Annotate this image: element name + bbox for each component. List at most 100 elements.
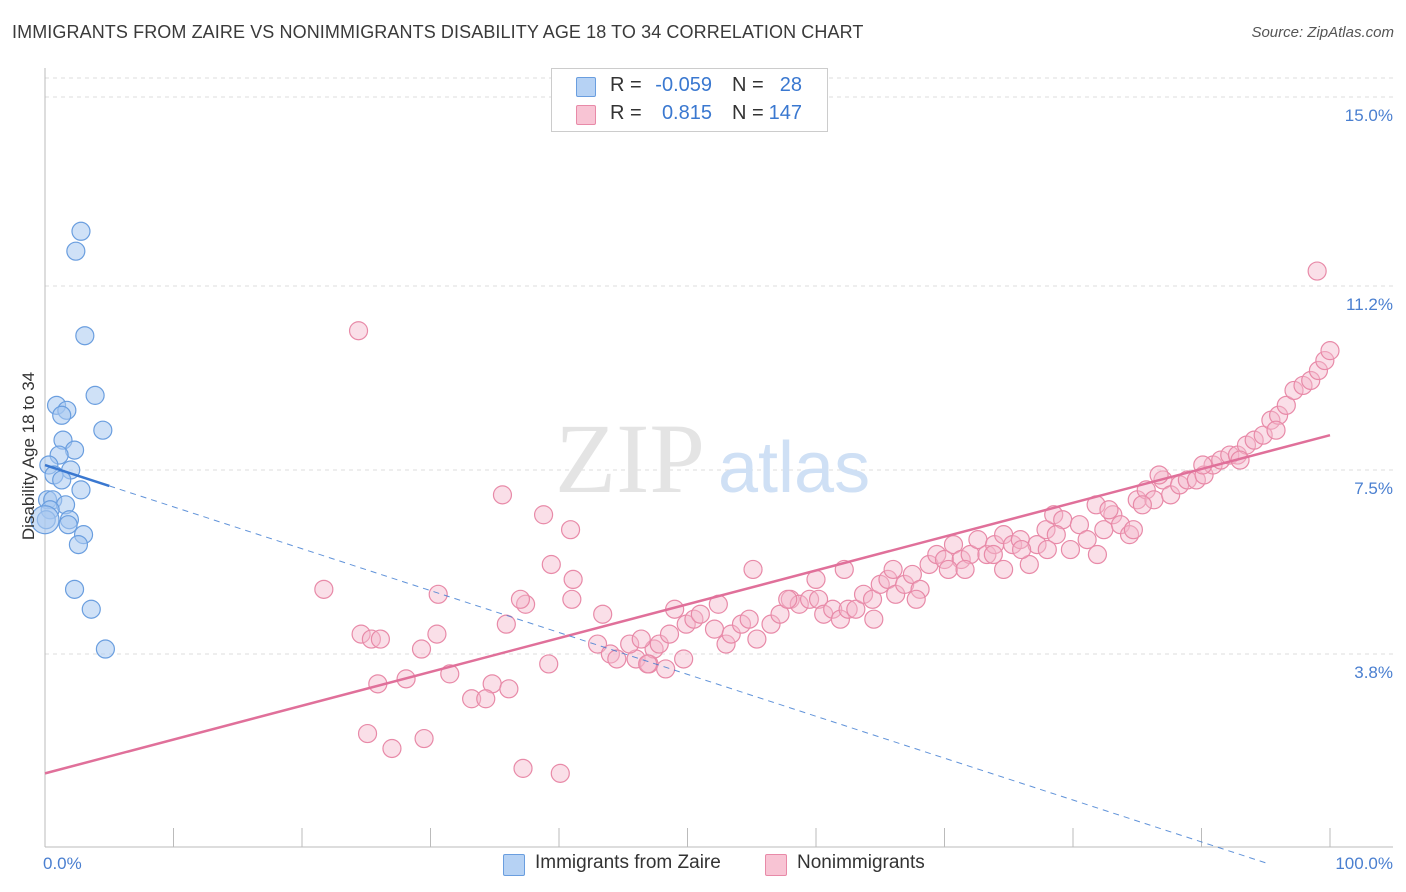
legend-r-value: -0.059 bbox=[655, 74, 712, 96]
nonimmigrant-point bbox=[862, 589, 883, 609]
legend-n-label: N = bbox=[732, 74, 764, 96]
y-tick-label: 3.8% bbox=[1354, 663, 1393, 682]
legend-n-value: 28 bbox=[779, 74, 802, 96]
nonimmigrant-point bbox=[541, 554, 561, 575]
nonimmigrant-point bbox=[414, 728, 434, 749]
y-tick-labels: 3.8% 7.5% 11.2% 15.0% bbox=[1345, 106, 1393, 682]
nonimmigrant-point bbox=[351, 624, 371, 644]
nonimmigrant-point bbox=[934, 549, 955, 570]
series-label-zaire: Immigrants from Zaire bbox=[535, 852, 721, 873]
x-tick-label: 100.0% bbox=[1335, 854, 1393, 873]
nonimmigrant-point bbox=[411, 639, 432, 659]
nonimmigrant-point bbox=[1046, 525, 1066, 545]
zaire-point bbox=[85, 385, 105, 405]
nonimmigrant-point bbox=[1244, 430, 1264, 450]
nonimmigrant-point bbox=[838, 599, 858, 619]
legend-r-value: 0.815 bbox=[661, 102, 712, 124]
nonimmigrant-point bbox=[1027, 534, 1047, 555]
nonimmigrant-point bbox=[1037, 539, 1057, 560]
nonimmigrant-point bbox=[563, 569, 583, 590]
nonimmigrant-point bbox=[1284, 380, 1304, 401]
nonimmigrant-point bbox=[348, 321, 369, 341]
nonimmigrants-points bbox=[314, 261, 1340, 783]
nonimmigrant-point bbox=[533, 505, 554, 525]
nonimmigrant-point bbox=[1060, 539, 1081, 560]
nonimmigrant-point bbox=[704, 619, 725, 639]
nonimmigrant-point bbox=[1087, 544, 1108, 565]
nonimmigrant-point bbox=[846, 599, 866, 619]
zaire-point bbox=[71, 221, 91, 241]
nonimmigrant-point bbox=[510, 589, 531, 609]
nonimmigrant-point bbox=[314, 579, 334, 599]
nonimmigrant-point bbox=[960, 544, 980, 565]
series-label-nonimmigrants: Nonimmigrants bbox=[797, 852, 925, 873]
zaire-point bbox=[52, 405, 72, 425]
nonimmigrant-point bbox=[607, 649, 627, 669]
nonimmigrants-trend-line bbox=[44, 433, 1331, 775]
zaire-point bbox=[75, 326, 95, 346]
nonimmigrant-point bbox=[1320, 341, 1340, 361]
nonimmigrant-point bbox=[476, 689, 496, 709]
y-tick-label: 15.0% bbox=[1345, 106, 1393, 125]
chart-title: IMMIGRANTS FROM ZAIRE VS NONIMMIGRANTS D… bbox=[12, 22, 864, 42]
zaire-trend-extension bbox=[109, 485, 1266, 864]
nonimmigrant-point bbox=[1077, 530, 1097, 550]
nonimmigrant-point bbox=[830, 609, 851, 629]
nonimmigrant-point bbox=[983, 544, 1003, 565]
nonimmigrant-point bbox=[1099, 500, 1119, 520]
gridlines bbox=[45, 77, 1393, 655]
nonimmigrant-point bbox=[1301, 370, 1321, 391]
nonimmigrant-point bbox=[1069, 515, 1090, 535]
nonimmigrant-point bbox=[382, 738, 402, 759]
nonimmigrant-point bbox=[895, 574, 915, 594]
zaire-point bbox=[58, 515, 78, 535]
legend-swatch-pink bbox=[576, 105, 596, 125]
nonimmigrant-point bbox=[462, 689, 482, 709]
nonimmigrant-point bbox=[674, 649, 694, 669]
x-tick-label: 0.0% bbox=[43, 854, 82, 873]
legend-row-nonimmigrants: R = 0.815 N = 147 bbox=[552, 99, 827, 129]
nonimmigrant-point bbox=[823, 599, 843, 619]
nonimmigrant-point bbox=[690, 604, 710, 624]
nonimmigrant-point bbox=[743, 559, 763, 580]
nonimmigrant-point bbox=[721, 624, 741, 644]
nonimmigrant-point bbox=[440, 664, 460, 684]
watermark-zip: ZIP bbox=[555, 403, 705, 514]
zaire-point bbox=[93, 420, 113, 440]
nonimmigrant-point bbox=[716, 634, 736, 654]
nonimmigrant-point bbox=[550, 763, 570, 783]
nonimmigrant-point bbox=[593, 604, 613, 624]
nonimmigrant-point bbox=[684, 609, 704, 629]
nonimmigrant-point bbox=[1253, 425, 1273, 445]
nonimmigrant-point bbox=[1266, 420, 1286, 440]
nonimmigrant-point bbox=[370, 629, 390, 649]
nonimmigrant-point bbox=[977, 544, 997, 565]
legend-swatch-blue bbox=[576, 77, 596, 97]
y-tick-label: 11.2% bbox=[1346, 295, 1393, 314]
nonimmigrant-point bbox=[938, 559, 958, 580]
y-tick-label: 7.5% bbox=[1354, 479, 1393, 498]
nonimmigrant-point bbox=[747, 629, 767, 649]
nonimmigrant-point bbox=[428, 584, 448, 604]
source-label: Source: ZipAtlas.com bbox=[1251, 24, 1394, 41]
zaire-point bbox=[68, 534, 89, 555]
nonimmigrant-point bbox=[649, 634, 669, 654]
nonimmigrant-point bbox=[919, 554, 939, 575]
watermark-atlas: atlas bbox=[718, 428, 870, 508]
legend-n-label: N = bbox=[732, 102, 764, 124]
nonimmigrant-point bbox=[910, 579, 930, 599]
legend-r-label: R = bbox=[610, 102, 642, 124]
nonimmigrant-point bbox=[1276, 395, 1296, 415]
nonimmigrant-point bbox=[778, 589, 798, 609]
trend-lines bbox=[44, 433, 1331, 864]
nonimmigrant-point bbox=[853, 584, 874, 604]
nonimmigrant-point bbox=[562, 589, 582, 609]
nonimmigrant-point bbox=[631, 629, 651, 649]
nonimmigrant-point bbox=[770, 604, 790, 624]
nonimmigrant-point bbox=[1123, 520, 1143, 540]
watermark: ZIP atlas bbox=[555, 403, 870, 514]
nonimmigrant-point bbox=[659, 624, 680, 644]
legend-n-value: 147 bbox=[768, 102, 802, 124]
nonimmigrant-point bbox=[1132, 495, 1152, 515]
